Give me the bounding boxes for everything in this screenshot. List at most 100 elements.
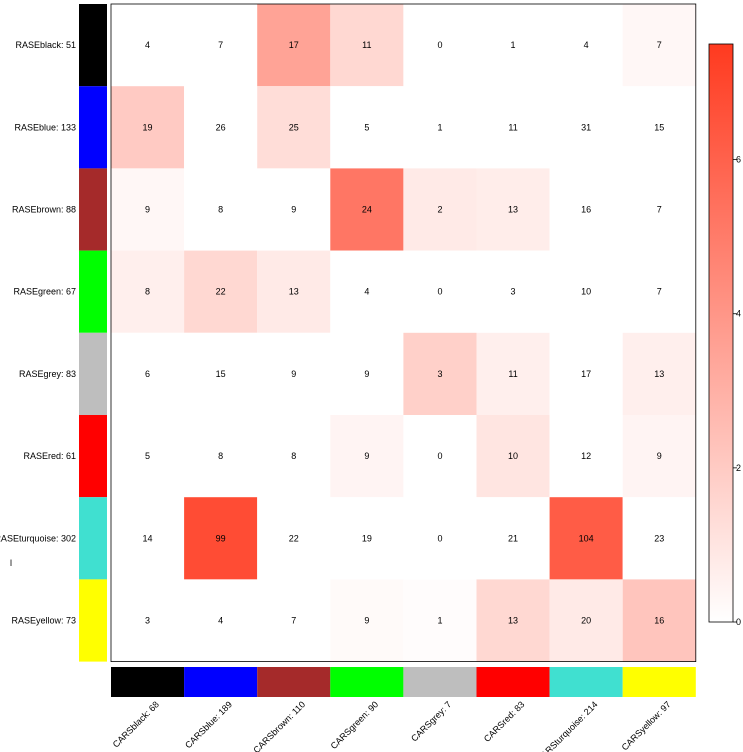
heatmap-cell <box>403 579 477 662</box>
cell-count-label: 19 <box>143 122 153 132</box>
cell-count-label: 0 <box>437 451 442 461</box>
cell-count-label: 7 <box>657 205 662 215</box>
cell-count-label: 13 <box>508 616 518 626</box>
heatmap-cell <box>257 415 331 498</box>
cell-count-label: 15 <box>216 369 226 379</box>
column-color-swatch <box>622 667 696 697</box>
cell-count-label: 3 <box>145 616 150 626</box>
cell-count-label: 25 <box>289 122 299 132</box>
cell-count-label: 8 <box>218 205 223 215</box>
heatmap-cell <box>330 579 404 662</box>
heatmap-cell <box>622 415 696 498</box>
column-color-swatch <box>111 667 185 697</box>
heatmap-cell <box>476 168 550 251</box>
heatmap-cell <box>111 415 185 498</box>
row-label: RASEred: 61 <box>23 451 76 461</box>
cell-count-label: 9 <box>364 369 369 379</box>
cell-count-label: 0 <box>437 533 442 543</box>
heatmap-cell <box>549 332 623 415</box>
cell-count-label: 17 <box>581 369 591 379</box>
heatmap-cell <box>257 579 331 662</box>
cell-count-label: 16 <box>654 616 664 626</box>
row-label: RASEgrey: 83 <box>19 369 76 379</box>
colorbar-ticks: 0 2 4 6 <box>733 155 741 627</box>
cell-count-label: 9 <box>364 451 369 461</box>
heatmap-cell <box>330 250 404 333</box>
row-color-swatch <box>79 250 107 333</box>
heatmap-cell <box>111 4 185 87</box>
column-label: CARSbrown: 110 <box>251 699 307 752</box>
row-label: RASEblue: 133 <box>14 122 76 132</box>
heatmap-cell <box>476 250 550 333</box>
colorbar-tick-label: 4 <box>736 309 741 319</box>
cell-count-label: 13 <box>654 369 664 379</box>
heatmap-cell <box>549 86 623 169</box>
heatmap-cell <box>257 4 331 87</box>
cell-count-label: 19 <box>362 533 372 543</box>
heatmap-cell <box>330 497 404 580</box>
heatmap-cell <box>622 579 696 662</box>
heatmap-cell <box>257 332 331 415</box>
column-label: CARSgreen: 90 <box>329 699 381 751</box>
cell-count-label: 9 <box>364 616 369 626</box>
column-label: CARSyellow: 97 <box>620 699 673 752</box>
heatmap-cell <box>403 415 477 498</box>
row-label: RASEyellow: 73 <box>11 616 76 626</box>
heatmap-cell <box>403 168 477 251</box>
cell-count-label: 99 <box>216 533 226 543</box>
cell-count-label: 0 <box>437 287 442 297</box>
cell-count-label: 4 <box>584 40 589 50</box>
cell-count-label: 14 <box>143 533 153 543</box>
cell-count-label: 9 <box>291 369 296 379</box>
cell-count-label: 22 <box>216 287 226 297</box>
column-color-sidebar <box>111 667 696 697</box>
heatmap-cell <box>184 497 258 580</box>
cell-count-label: 1 <box>437 122 442 132</box>
heatmap-cell <box>622 4 696 87</box>
cell-count-label: 16 <box>581 205 591 215</box>
column-color-swatch <box>549 667 623 697</box>
heatmap-cell <box>111 86 185 169</box>
cell-count-label: 6 <box>145 369 150 379</box>
column-color-swatch <box>257 667 331 697</box>
cell-count-label: 7 <box>291 616 296 626</box>
row-label: RASEbrown: 88 <box>12 205 76 215</box>
heatmap-cell <box>330 332 404 415</box>
colorbar-tick-label: 2 <box>736 463 741 473</box>
heatmap-cell <box>184 415 258 498</box>
heatmap-cell <box>622 86 696 169</box>
colorbar-tick-label: 0 <box>736 617 741 627</box>
heatmap-cell <box>257 168 331 251</box>
column-label: CARSgrey: 7 <box>409 699 453 743</box>
heatmap-cell <box>549 168 623 251</box>
cell-count-label: 22 <box>289 533 299 543</box>
row-color-swatch <box>79 415 107 498</box>
row-label: RASEgreen: 67 <box>13 287 76 297</box>
stray-label: l <box>10 558 12 568</box>
cell-count-label: 12 <box>581 451 591 461</box>
heatmap-cell <box>403 497 477 580</box>
cell-count-label: 4 <box>218 616 223 626</box>
heatmap-cell <box>549 250 623 333</box>
row-label: RASEturquoise: 302 <box>0 533 76 543</box>
heatmap-cell <box>403 86 477 169</box>
row-color-swatch <box>79 579 107 662</box>
cell-count-label: 26 <box>216 122 226 132</box>
heatmap-cell <box>549 497 623 580</box>
cell-count-label: 10 <box>581 287 591 297</box>
heatmap-cell <box>403 250 477 333</box>
heatmap-cell <box>111 579 185 662</box>
heatmap-cell <box>257 86 331 169</box>
colorbar: 0 2 4 6 <box>708 43 741 627</box>
cell-count-label: 5 <box>145 451 150 461</box>
cell-count-label: 9 <box>291 205 296 215</box>
cell-count-label: 20 <box>581 616 591 626</box>
cell-count-label: 8 <box>218 451 223 461</box>
cell-count-label: 8 <box>145 287 150 297</box>
column-color-swatch <box>184 667 258 697</box>
heatmap-cell <box>476 332 550 415</box>
heatmap-cell <box>330 415 404 498</box>
cell-count-label: 0 <box>437 40 442 50</box>
heatmap-cell <box>111 332 185 415</box>
